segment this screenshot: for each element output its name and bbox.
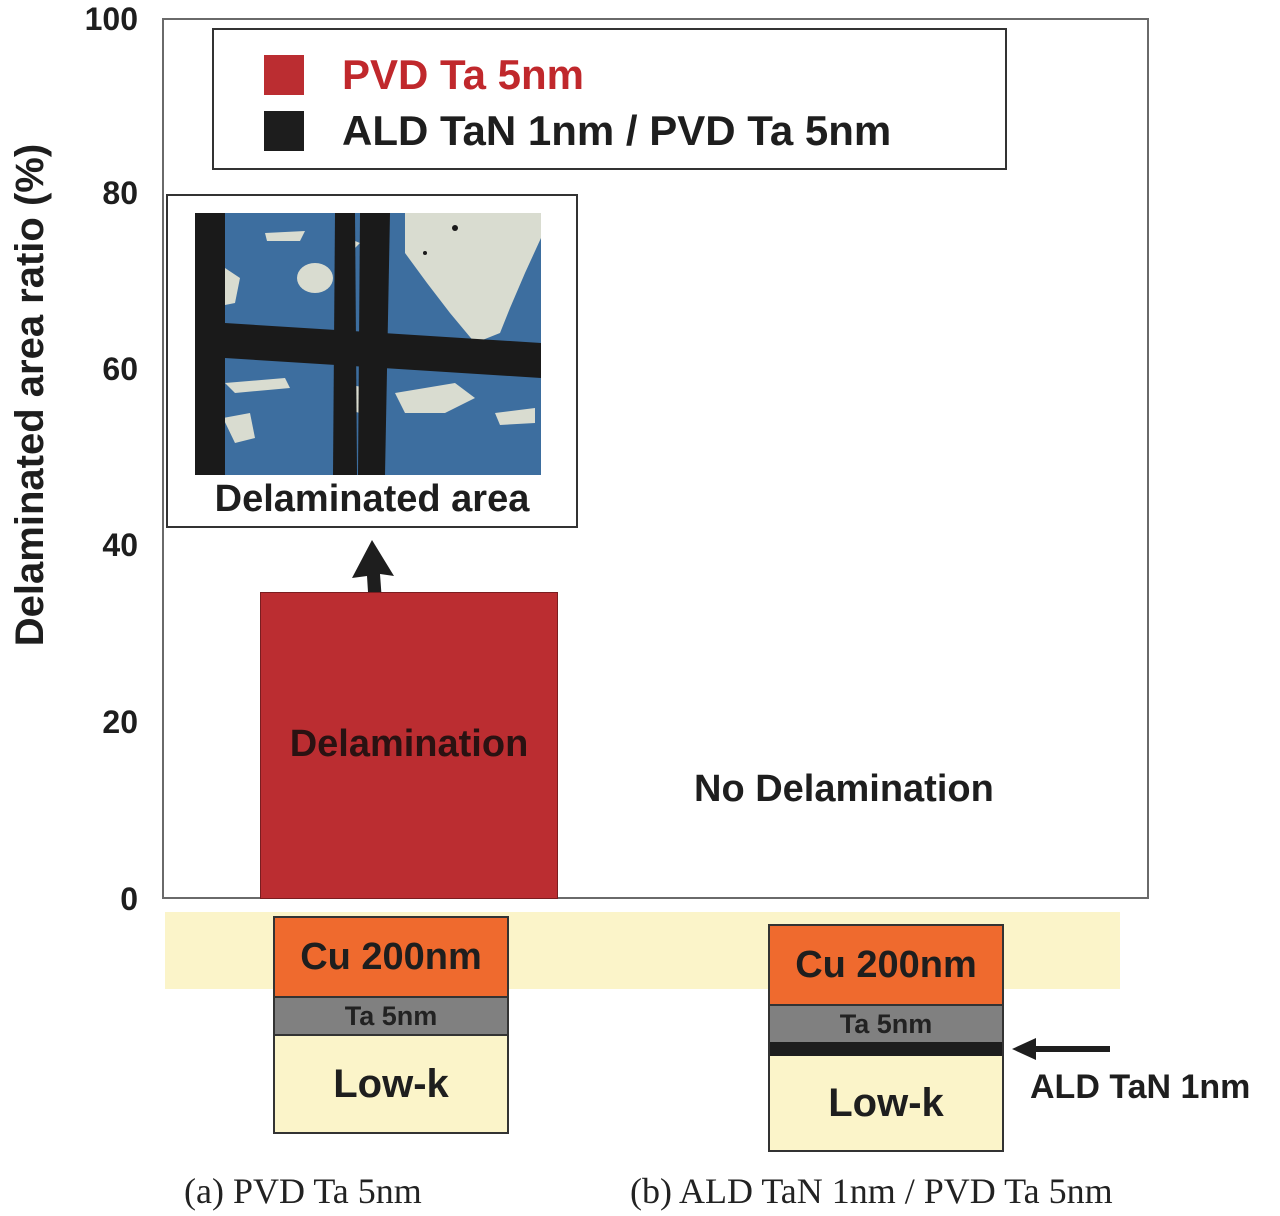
arrow-left-icon xyxy=(1012,1038,1110,1060)
layer-stack-a: Cu 200nm Ta 5nm Low-k xyxy=(273,916,509,1134)
caption-b: (b) ALD TaN 1nm / PVD Ta 5nm xyxy=(630,1171,1113,1211)
y-tick-100: 100 xyxy=(84,1,138,37)
layer-ta: Ta 5nm xyxy=(275,996,507,1036)
legend-swatch-black xyxy=(264,111,304,151)
legend-label: ALD TaN 1nm / PVD Ta 5nm xyxy=(342,107,892,154)
no-delamination-label: No Delamination xyxy=(694,768,994,810)
layer-ta: Ta 5nm xyxy=(770,1004,1002,1042)
legend-swatch-red xyxy=(264,55,304,95)
layer-stack-b: Cu 200nm Ta 5nm Low-k xyxy=(768,924,1004,1152)
y-tick-60: 60 xyxy=(102,351,138,387)
y-tick-80: 80 xyxy=(102,175,138,211)
layer-cu: Cu 200nm xyxy=(275,918,507,996)
bar-label-delamination: Delamination xyxy=(289,723,529,765)
ald-tan-callout: ALD TaN 1nm xyxy=(1030,1068,1251,1106)
y-tick-20: 20 xyxy=(102,704,138,740)
y-tick-0: 0 xyxy=(120,881,138,917)
bar-pvd-ta: Delamination xyxy=(260,592,558,899)
y-tick-40: 40 xyxy=(102,527,138,563)
layer-lowk: Low-k xyxy=(770,1056,1002,1150)
layer-ald-tan xyxy=(770,1042,1002,1056)
legend-item-ald-tan: ALD TaN 1nm / PVD Ta 5nm xyxy=(264,106,891,156)
legend-label: PVD Ta 5nm xyxy=(342,51,584,98)
caption-a: (a) PVD Ta 5nm xyxy=(184,1171,422,1211)
y-axis-label: Delaminated area ratio (%) xyxy=(8,143,52,647)
legend: PVD Ta 5nm ALD TaN 1nm / PVD Ta 5nm xyxy=(212,28,1007,170)
layer-lowk: Low-k xyxy=(275,1036,507,1132)
legend-item-pvd-ta: PVD Ta 5nm xyxy=(264,50,584,100)
inset-caption: Delaminated area xyxy=(214,478,530,520)
layer-cu: Cu 200nm xyxy=(770,926,1002,1004)
inset-micrograph: Delaminated area xyxy=(166,194,578,528)
delamination-image xyxy=(195,213,541,475)
